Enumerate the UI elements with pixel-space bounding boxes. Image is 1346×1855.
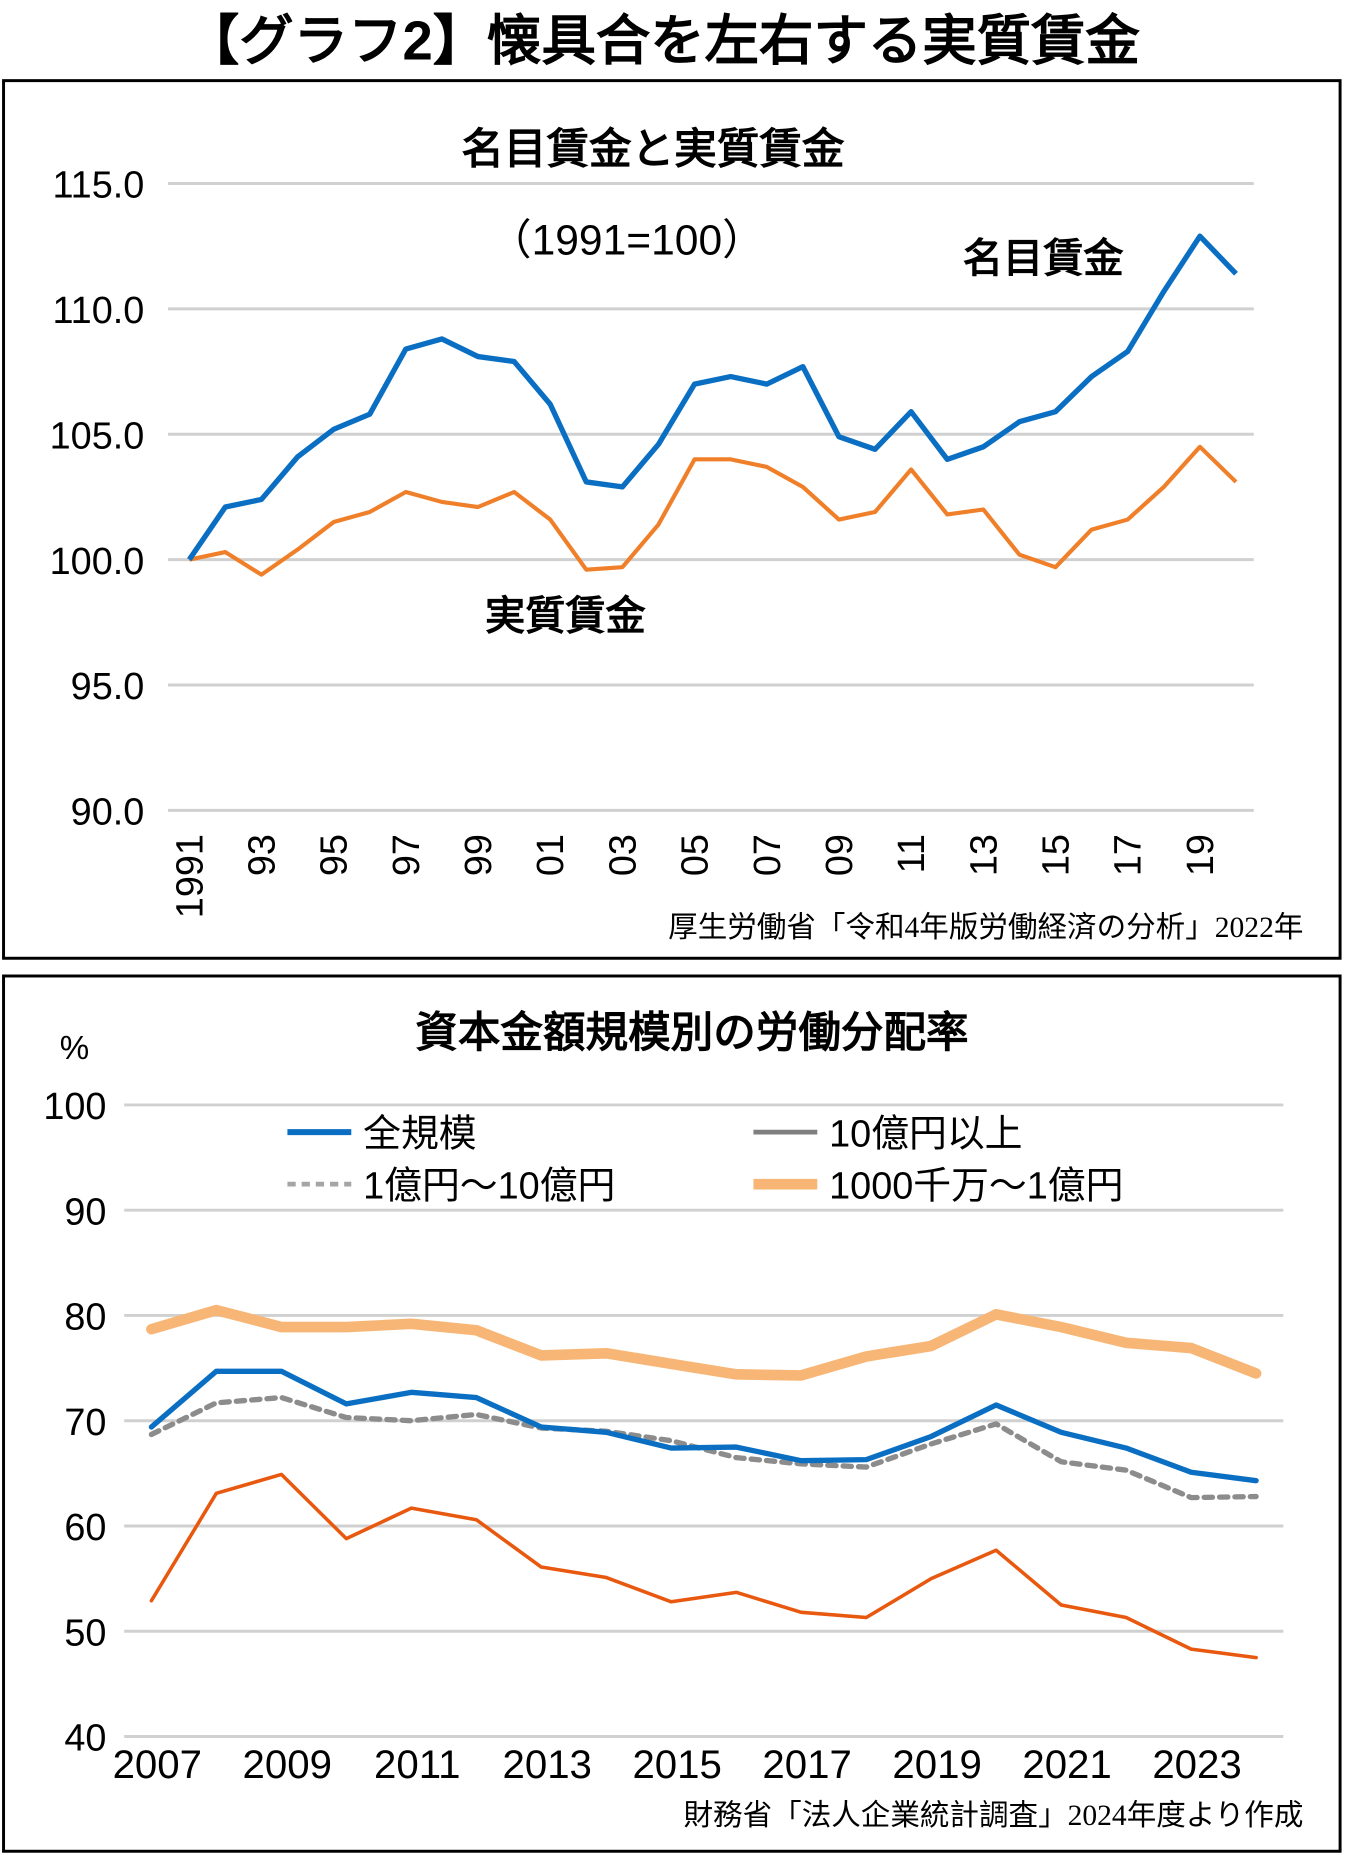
y-tick-label: 80 <box>64 1297 106 1339</box>
chart-title: 名目賃金と実質賃金 <box>461 125 844 173</box>
x-tick-label: 2021 <box>1022 1742 1111 1787</box>
x-tick-label: 2007 <box>113 1742 202 1787</box>
y-tick-label: 115.0 <box>52 165 144 207</box>
chart-source: 厚生労働省「令和4年版労働経済の分析」2022年 <box>668 911 1303 944</box>
y-tick-label: 110.0 <box>52 290 144 332</box>
y-tick-label: 95.0 <box>71 666 145 708</box>
x-tick-label: 01 <box>530 834 572 876</box>
chart-subtitle: （1991=100） <box>489 217 765 265</box>
x-tick-label: 2015 <box>632 1742 721 1787</box>
y-tick-label: 40 <box>64 1718 106 1760</box>
chart-source: 財務省「法人企業統計調査」2024年度より作成 <box>684 1799 1304 1832</box>
x-tick-label: 93 <box>241 834 283 876</box>
y-axis-unit: % <box>60 1030 89 1067</box>
x-tick-label: 13 <box>963 834 1005 876</box>
x-tick-label: 2009 <box>243 1742 332 1787</box>
y-tick-label: 50 <box>64 1612 106 1654</box>
series-line <box>148 1368 1259 1484</box>
series-line <box>149 1472 1258 1660</box>
y-tick-label: 70 <box>64 1402 106 1444</box>
x-tick-label: 17 <box>1108 834 1150 876</box>
y-tick-label: 90 <box>64 1191 106 1233</box>
x-tick-label: 2013 <box>502 1742 591 1787</box>
series-line <box>188 444 1238 577</box>
series-label-real: 実質賃金 <box>485 593 647 638</box>
x-tick-label: 97 <box>386 834 428 876</box>
chart-frame <box>2 79 1342 960</box>
page-title: 【グラフ2】懐具合を左右する実質賃金 <box>185 10 1141 71</box>
x-tick-label: 11 <box>891 834 933 873</box>
x-tick-label: 1991 <box>169 834 211 918</box>
legend: 全規模 10億円以上 1億円～10億円 1000千万～1億円 <box>287 1113 1123 1207</box>
series-line <box>146 1304 1262 1381</box>
y-tick-label: 100 <box>43 1086 106 1128</box>
x-tick-label: 2017 <box>762 1742 851 1787</box>
chart-labor-share: 資本金額規模別の労働分配率 % 100 90 80 70 60 50 40 2007 2009… <box>2 974 1342 1853</box>
y-tick-label: 100.0 <box>50 541 145 583</box>
chart-nominal-real-wages: 名目賃金と実質賃金 （1991=100） 115.0 110.0 105.0 100.… <box>2 79 1342 960</box>
x-tick-label: 2019 <box>892 1742 981 1787</box>
y-tick-label: 60 <box>64 1507 106 1549</box>
x-tick-label: 05 <box>675 834 717 876</box>
series-line <box>187 233 1238 562</box>
x-tick-label: 19 <box>1180 834 1222 876</box>
x-tick-label: 95 <box>314 834 356 876</box>
chart-frame <box>2 974 1342 1853</box>
y-tick-label: 90.0 <box>71 792 145 834</box>
x-tick-label: 07 <box>747 834 789 876</box>
chart-title: 資本金額規模別の労働分配率 <box>415 1009 968 1057</box>
x-tick-label: 99 <box>458 834 500 876</box>
legend-label: 10億円以上 <box>829 1113 1022 1155</box>
x-tick-label: 09 <box>819 834 861 876</box>
y-tick-label: 105.0 <box>50 415 145 457</box>
x-tick-label: 03 <box>602 834 644 876</box>
series-label-nominal: 名目賃金 <box>963 236 1125 281</box>
legend-label: 1000千万～1億円 <box>829 1165 1123 1207</box>
x-tick-label: 15 <box>1036 834 1078 876</box>
legend-label: 1億円～10億円 <box>363 1165 615 1207</box>
x-tick-label: 2023 <box>1152 1742 1241 1787</box>
x-tick-label: 2011 <box>374 1742 460 1787</box>
legend-label: 全規模 <box>363 1113 477 1155</box>
